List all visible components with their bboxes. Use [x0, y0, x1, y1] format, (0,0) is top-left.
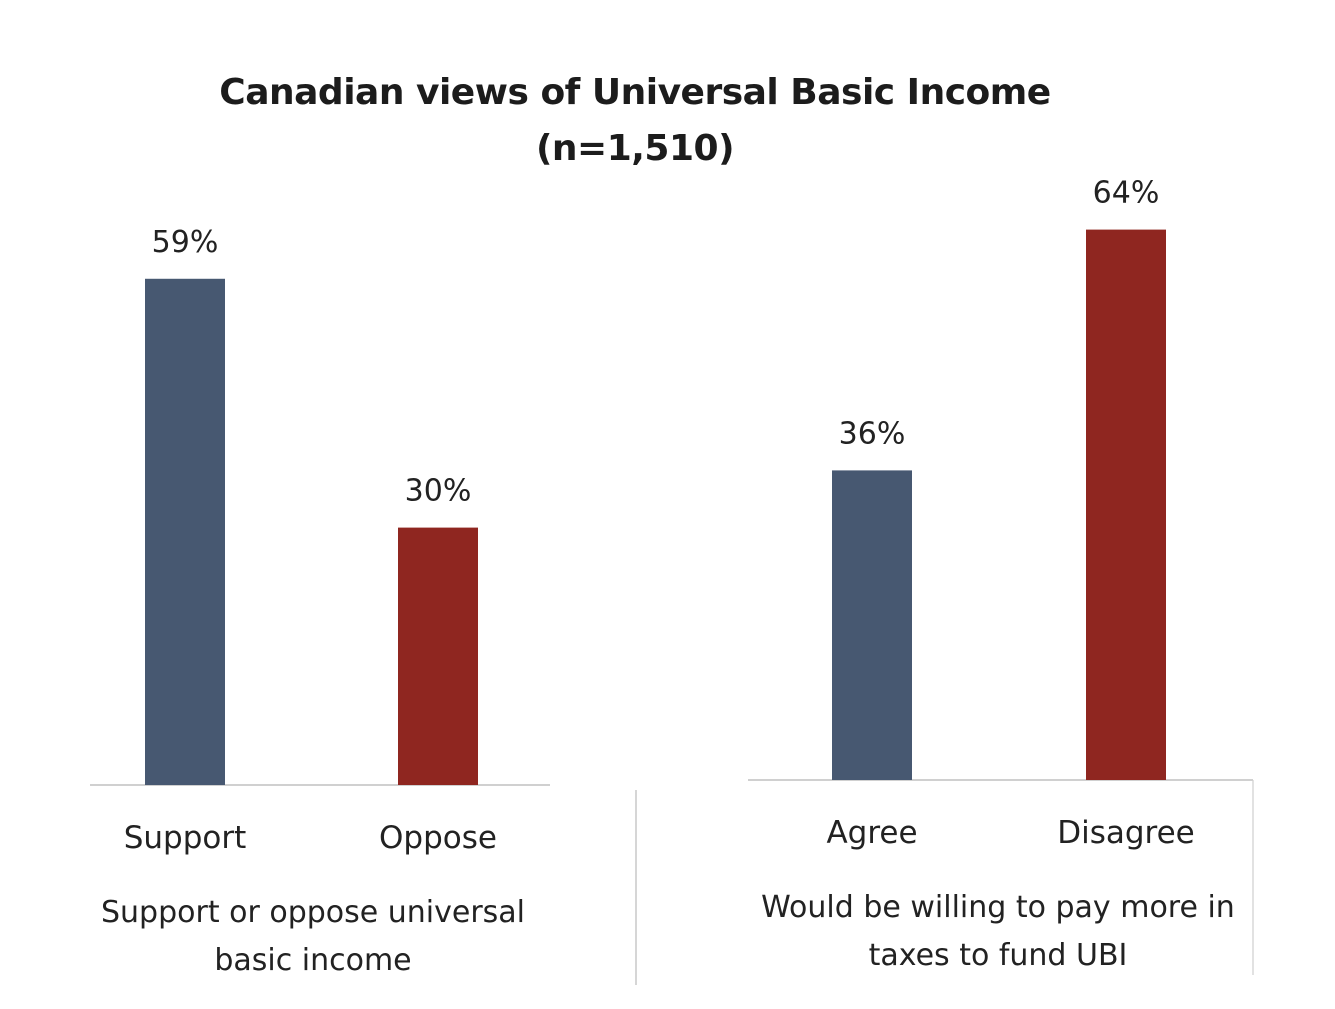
data-label-disagree: 64% — [1093, 176, 1160, 211]
bar-disagree — [1086, 229, 1166, 781]
tick-label-support: Support — [124, 820, 247, 856]
data-label-oppose: 30% — [405, 474, 472, 509]
tick-label-oppose: Oppose — [379, 820, 497, 856]
bar-oppose — [398, 527, 478, 785]
tick-label-agree: Agree — [826, 815, 917, 851]
group-label-line: basic income — [214, 943, 411, 978]
group-label-line: Would be willing to pay more in — [761, 890, 1235, 925]
chart-subtitle: (n=1,510) — [535, 128, 735, 169]
data-label-agree: 36% — [839, 416, 906, 451]
chart-title: Canadian views of Universal Basic Income — [219, 72, 1051, 113]
data-label-support: 59% — [152, 225, 219, 260]
group-label-line: taxes to fund UBI — [869, 938, 1128, 973]
bar-support — [145, 278, 225, 785]
group-label-line: Support or oppose universal — [101, 895, 525, 930]
bar-agree — [832, 470, 912, 780]
tick-label-disagree: Disagree — [1057, 815, 1195, 851]
